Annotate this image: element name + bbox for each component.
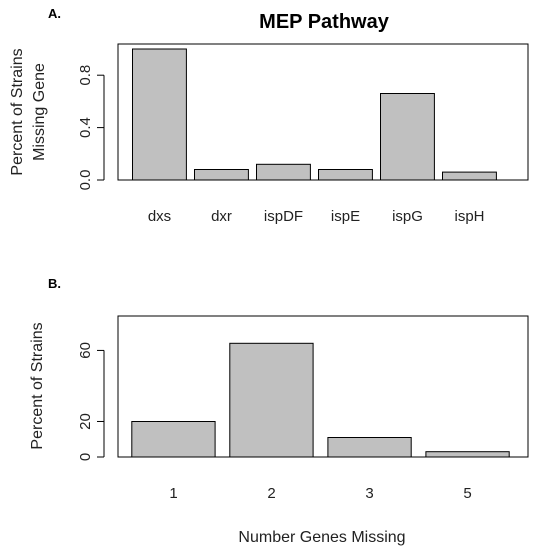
y-tick-label: 60 [77, 342, 94, 359]
bar-ispG [380, 93, 435, 181]
panel-a-y-axis: 0.0 0.4 0.8 [77, 65, 105, 191]
panel-a-ylabel-line-2: Missing Gene [31, 63, 48, 161]
x-tick-label: 3 [365, 485, 373, 502]
panel-b-xlabel: Number Genes Missing [238, 529, 405, 546]
x-tick-label: dxs [148, 208, 171, 225]
x-tick-label: ispE [331, 208, 360, 225]
bar-3 [327, 437, 412, 458]
bar-dxr [194, 169, 249, 181]
bar-ispH [442, 171, 497, 181]
panel-a-bars [132, 48, 497, 181]
panel-a-ylabel-line-1: Percent of Strains [9, 48, 26, 175]
panel-b-chart: B. 0 20 60 1 2 3 5 Percent of Strains Number … [29, 276, 529, 546]
y-tick-label: 0.8 [77, 65, 94, 86]
x-tick-label: 2 [267, 485, 275, 502]
bar-ispE [318, 169, 373, 181]
panel-b-bars [131, 342, 510, 458]
x-tick-label: dxr [211, 208, 232, 225]
x-tick-label: ispDF [264, 208, 303, 225]
panel-a-letter: A. [48, 6, 61, 21]
x-tick-label: 1 [169, 485, 177, 502]
panel-a-title: MEP Pathway [259, 11, 390, 33]
bar-1 [131, 421, 216, 458]
panel-b-plot-frame [117, 315, 529, 458]
y-tick-label: 0.4 [77, 117, 94, 138]
panel-b-y-axis: 0 20 60 [77, 342, 105, 461]
panel-a-x-tick-labels: dxs dxr ispDF ispE ispG ispH [148, 208, 485, 225]
bar-2 [229, 342, 314, 458]
y-tick-label: 20 [77, 413, 94, 430]
x-tick-label: ispH [454, 208, 484, 225]
y-tick-label: 0 [77, 453, 94, 461]
bar-ispDF [256, 163, 311, 181]
x-tick-label: 5 [463, 485, 471, 502]
x-tick-label: ispG [392, 208, 423, 225]
bar-5 [425, 451, 510, 458]
panel-a-chart: A. MEP Pathway 0.0 0.4 0.8 dxs dxr ispDF ispE… [9, 6, 529, 225]
panel-b-letter: B. [48, 276, 61, 291]
bar-dxs [132, 48, 187, 181]
panel-b-x-tick-labels: 1 2 3 5 [169, 485, 471, 502]
y-tick-label: 0.0 [77, 170, 94, 191]
panel-b-ylabel: Percent of Strains [29, 322, 46, 449]
